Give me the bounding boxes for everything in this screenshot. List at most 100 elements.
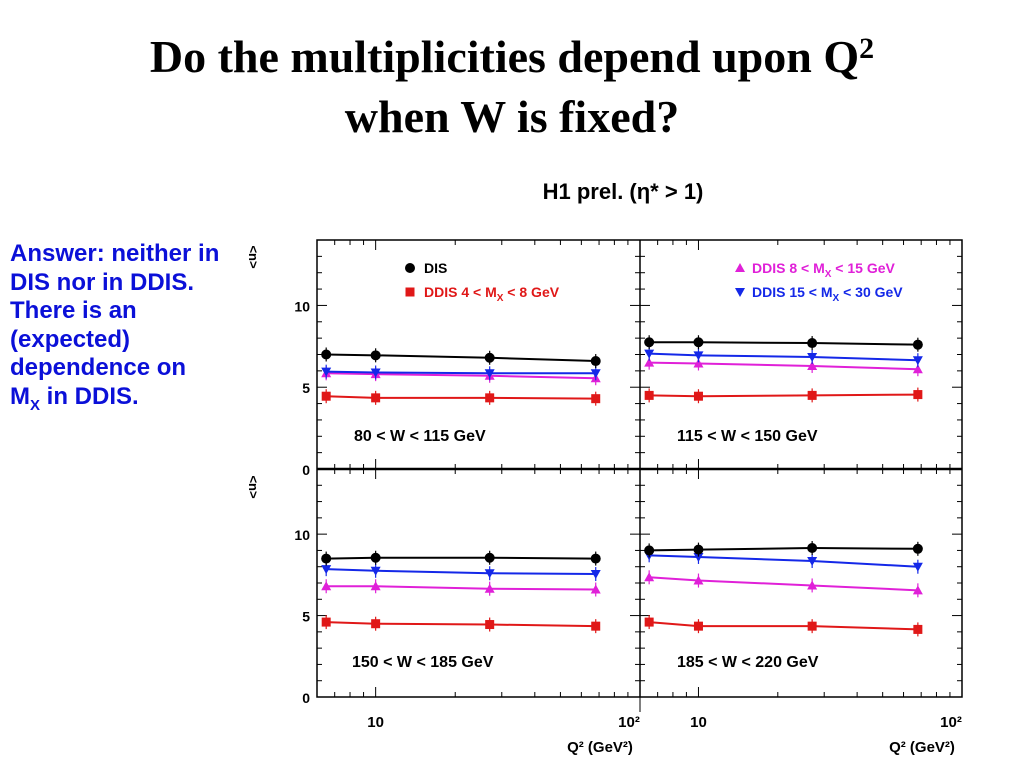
data-point-ddis_4_8 <box>371 393 381 403</box>
x-axis-label: Q² (GeV²) <box>889 739 955 756</box>
data-point-ddis_15_30 <box>321 367 332 377</box>
series-line-ddis_15_30 <box>649 352 918 362</box>
series-line-ddis_8_15 <box>326 585 596 591</box>
data-point-ddis_8_15 <box>644 357 655 367</box>
data-point-ddis_15_30 <box>693 351 704 361</box>
series-line-dis <box>326 556 596 560</box>
series-line-ddis_4_8 <box>649 621 918 631</box>
data-point-ddis_4_8 <box>807 390 817 400</box>
answer-text-main: Answer: neither in DIS nor in DDIS. Ther… <box>10 240 220 410</box>
data-point-ddis_15_30 <box>321 565 332 575</box>
chart-title: H1 prel. (η* > 1) <box>543 179 704 204</box>
data-point-dis <box>644 545 655 556</box>
y-axis-label: <n> <box>246 245 261 269</box>
series-line-ddis_15_30 <box>326 568 596 576</box>
data-point-ddis_15_30 <box>370 566 381 576</box>
y-tick-label: 5 <box>302 380 310 396</box>
data-point-dis <box>370 552 381 563</box>
data-point-ddis_15_30 <box>644 349 655 359</box>
data-point-dis <box>644 337 655 348</box>
series-line-dis <box>649 341 918 346</box>
data-point-dis <box>590 356 601 367</box>
title-superscript: 2 <box>859 32 875 65</box>
series-line-dis <box>326 353 596 363</box>
data-point-ddis_15_30 <box>807 557 818 567</box>
legend-label: DDIS 15 < MX < 30 GeV <box>752 284 903 304</box>
legend-marker-ddis_8_15 <box>735 263 745 272</box>
series-line-ddis_8_15 <box>649 576 918 592</box>
data-point-dis <box>912 339 923 350</box>
y-tick-label: 10 <box>294 298 310 314</box>
data-point-dis <box>484 352 495 363</box>
y-tick-label: 5 <box>302 609 310 625</box>
data-point-ddis_4_8 <box>591 394 601 404</box>
data-point-ddis_15_30 <box>484 569 495 579</box>
data-point-dis <box>807 542 818 553</box>
data-point-dis <box>590 553 601 564</box>
data-point-ddis_4_8 <box>644 390 654 400</box>
data-point-ddis_15_30 <box>912 356 923 366</box>
x-axis-label: Q² (GeV²) <box>567 739 633 756</box>
y-tick-label: 0 <box>302 462 310 478</box>
legend-label: DDIS 4 < MX < 8 GeV <box>424 284 560 304</box>
data-point-dis <box>321 349 332 360</box>
series-line-ddis_4_8 <box>649 393 918 398</box>
panel-label: 150 < W < 185 GeV <box>352 654 494 671</box>
data-point-ddis_4_8 <box>371 619 381 629</box>
data-point-dis <box>321 553 332 564</box>
data-point-ddis_4_8 <box>591 621 601 631</box>
data-point-ddis_15_30 <box>370 368 381 378</box>
data-point-ddis_4_8 <box>693 391 703 401</box>
data-point-ddis_4_8 <box>913 390 923 400</box>
series-line-dis <box>649 546 918 552</box>
data-point-ddis_15_30 <box>590 369 601 379</box>
series-line-ddis_4_8 <box>326 621 596 628</box>
x-tick-label: 10 <box>690 714 707 731</box>
series-line-ddis_15_30 <box>649 554 918 568</box>
answer-text-subscript: X <box>30 396 41 414</box>
series-line-ddis_8_15 <box>326 372 596 380</box>
answer-text: Answer: neither in DIS nor in DDIS. Ther… <box>10 240 220 420</box>
panel-label: 115 < W < 150 GeV <box>677 428 818 445</box>
data-point-dis <box>370 350 381 361</box>
data-point-ddis_8_15 <box>484 583 495 593</box>
answer-text-end: in DDIS. <box>40 382 139 410</box>
legend-marker-dis <box>405 263 415 273</box>
data-point-ddis_8_15 <box>912 364 923 374</box>
x-tick-label: 10² <box>618 714 640 731</box>
data-point-ddis_15_30 <box>807 352 818 362</box>
data-point-ddis_8_15 <box>693 358 704 368</box>
series-line-ddis_15_30 <box>326 370 596 375</box>
x-tick-label: 10² <box>940 714 962 731</box>
legend-label: DDIS 8 < MX < 15 GeV <box>752 260 896 280</box>
y-tick-label: 10 <box>294 527 310 543</box>
data-point-ddis_8_15 <box>590 584 601 594</box>
data-point-ddis_15_30 <box>912 562 923 572</box>
data-point-ddis_8_15 <box>912 585 923 595</box>
slide-title: Do the multiplicities depend upon Q2 whe… <box>0 30 1024 144</box>
y-tick-label: 0 <box>302 690 310 706</box>
title-line-1: Do the multiplicities depend upon Q <box>149 31 860 82</box>
data-point-ddis_15_30 <box>484 369 495 379</box>
data-point-ddis_4_8 <box>644 617 654 627</box>
panel-label: 185 < W < 220 GeV <box>677 654 819 671</box>
data-point-ddis_4_8 <box>485 393 495 403</box>
data-point-ddis_4_8 <box>321 617 331 627</box>
data-point-ddis_8_15 <box>807 580 818 590</box>
data-point-dis <box>807 338 818 349</box>
title-line-2: when W is fixed? <box>344 91 680 142</box>
data-point-dis <box>693 337 704 348</box>
data-point-ddis_4_8 <box>807 621 817 631</box>
data-point-ddis_4_8 <box>321 391 331 401</box>
data-point-ddis_4_8 <box>485 620 495 630</box>
data-point-ddis_8_15 <box>807 360 818 370</box>
y-axis-label: <n> <box>246 475 261 499</box>
data-point-ddis_8_15 <box>644 572 655 582</box>
data-point-dis <box>484 552 495 563</box>
legend-marker-ddis_15_30 <box>735 288 745 297</box>
legend-label: DIS <box>424 260 447 276</box>
data-point-dis <box>693 544 704 555</box>
data-point-ddis_15_30 <box>693 552 704 562</box>
data-point-ddis_15_30 <box>590 570 601 580</box>
data-point-ddis_8_15 <box>370 581 381 591</box>
